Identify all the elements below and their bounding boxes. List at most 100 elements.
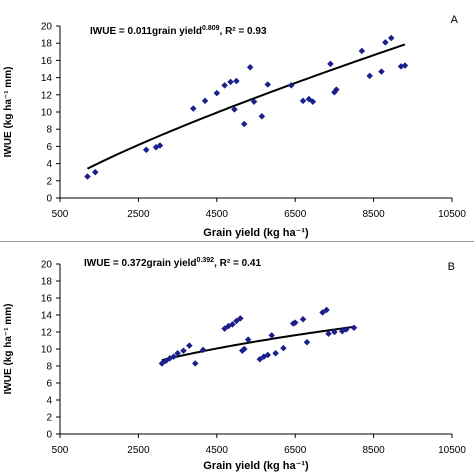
data-point: [256, 355, 264, 363]
r-squared-text: , R² = 0.41: [214, 258, 261, 269]
y-tick-label: 0: [46, 430, 52, 441]
data-point: [233, 77, 240, 85]
data-point: [189, 105, 197, 112]
y-tick-label: 0: [46, 194, 52, 205]
data-point: [319, 309, 326, 316]
data-point: [382, 38, 389, 46]
data-point: [156, 142, 164, 149]
data-point: [358, 47, 366, 55]
data-point: [350, 324, 358, 332]
data-point: [280, 344, 287, 352]
r-squared-text: , R² = 0.93: [220, 26, 267, 37]
data-point: [305, 95, 313, 103]
x-tick-label: 8500: [362, 445, 385, 456]
y-tick-label: 8: [46, 125, 52, 136]
data-point: [158, 360, 166, 367]
data-point: [84, 173, 91, 180]
data-point: [299, 315, 307, 323]
y-tick-label: 6: [46, 142, 52, 153]
x-axis-title: Grain yield (kg ha⁻¹): [203, 227, 309, 239]
data-point: [162, 357, 170, 365]
data-point: [366, 72, 374, 80]
data-point: [264, 81, 272, 88]
y-tick-label: 4: [46, 159, 52, 170]
y-tick-label: 8: [46, 362, 52, 373]
y-tick-label: 2: [46, 176, 52, 187]
y-tick-label: 12: [41, 328, 53, 339]
y-tick-label: 2: [46, 413, 52, 424]
x-tick-label: 500: [52, 209, 69, 220]
data-point: [401, 62, 409, 69]
x-tick-label: 2500: [127, 209, 150, 220]
y-tick-label: 16: [41, 294, 53, 305]
data-point: [233, 317, 240, 325]
data-point: [333, 86, 340, 93]
data-point: [142, 146, 150, 154]
data-point: [378, 68, 385, 75]
data-point: [250, 98, 258, 106]
data-point: [258, 112, 266, 120]
data-point: [246, 63, 254, 71]
y-axis-title: IWUE (kg ha⁻¹ mm): [3, 67, 14, 158]
data-point: [221, 325, 228, 332]
trend-line: [86, 43, 406, 170]
regression-equation: IWUE = 0.011grain yield0.809, R² = 0.93: [90, 25, 267, 37]
data-point: [186, 342, 193, 349]
data-point: [221, 81, 228, 89]
data-point: [170, 353, 178, 361]
equation-text: IWUE = 0.372grain yield: [84, 258, 197, 269]
panel-separator: [0, 241, 474, 242]
data-point: [244, 336, 252, 344]
data-point: [240, 120, 248, 128]
data-point: [91, 168, 99, 176]
x-tick-label: 10500: [438, 445, 466, 456]
x-tick-label: 6500: [284, 445, 307, 456]
data-point: [213, 89, 221, 97]
y-tick-label: 10: [41, 345, 53, 356]
data-point: [291, 319, 299, 327]
x-tick-label: 8500: [362, 209, 385, 220]
y-axis-title: IWUE (kg ha⁻¹ mm): [3, 304, 14, 395]
y-tick-label: 14: [41, 311, 53, 322]
x-tick-label: 10500: [438, 209, 466, 220]
x-axis-title: Grain yield (kg ha⁻¹): [203, 460, 309, 472]
data-point: [272, 349, 279, 357]
data-point: [342, 326, 350, 333]
equation-exponent: 0.809: [202, 25, 220, 32]
data-point: [303, 338, 311, 346]
trend-line: [161, 325, 355, 362]
x-tick-label: 2500: [127, 445, 150, 456]
panel-label: A: [451, 14, 459, 26]
data-point: [327, 60, 334, 68]
data-point: [227, 78, 234, 86]
y-tick-label: 18: [41, 39, 53, 50]
x-tick-label: 500: [52, 445, 69, 456]
data-point: [331, 328, 338, 336]
data-point: [309, 98, 317, 106]
x-tick-label: 6500: [284, 209, 307, 220]
regression-equation: IWUE = 0.372grain yield0.392, R² = 0.41: [84, 257, 261, 269]
data-point: [387, 34, 395, 42]
y-tick-label: 20: [41, 22, 53, 33]
data-point: [325, 330, 332, 338]
data-point: [180, 347, 187, 355]
y-tick-label: 4: [46, 396, 52, 407]
data-point: [299, 97, 307, 105]
x-tick-label: 4500: [206, 445, 229, 456]
y-tick-label: 16: [41, 56, 53, 67]
data-point: [264, 351, 272, 359]
data-point: [174, 349, 181, 357]
y-tick-label: 18: [41, 277, 53, 288]
data-point: [323, 306, 330, 314]
data-point: [231, 106, 238, 113]
y-tick-label: 6: [46, 379, 52, 390]
panel-b-chart: 0 2 4 6 8 10 12 14 16 18 20 500 2500 4500 6500 8500 1050…: [3, 257, 466, 472]
panel-a-chart: 0 2 4 6 8 10 12 14 16 18 20 500 2500 4500 6500 8500 1050…: [3, 14, 466, 239]
x-tick-label: 4500: [206, 209, 229, 220]
y-tick-label: 10: [41, 108, 53, 119]
data-point: [229, 320, 236, 328]
data-point: [240, 345, 248, 353]
data-point: [191, 360, 199, 367]
equation-text: IWUE = 0.011grain yield: [90, 26, 202, 37]
